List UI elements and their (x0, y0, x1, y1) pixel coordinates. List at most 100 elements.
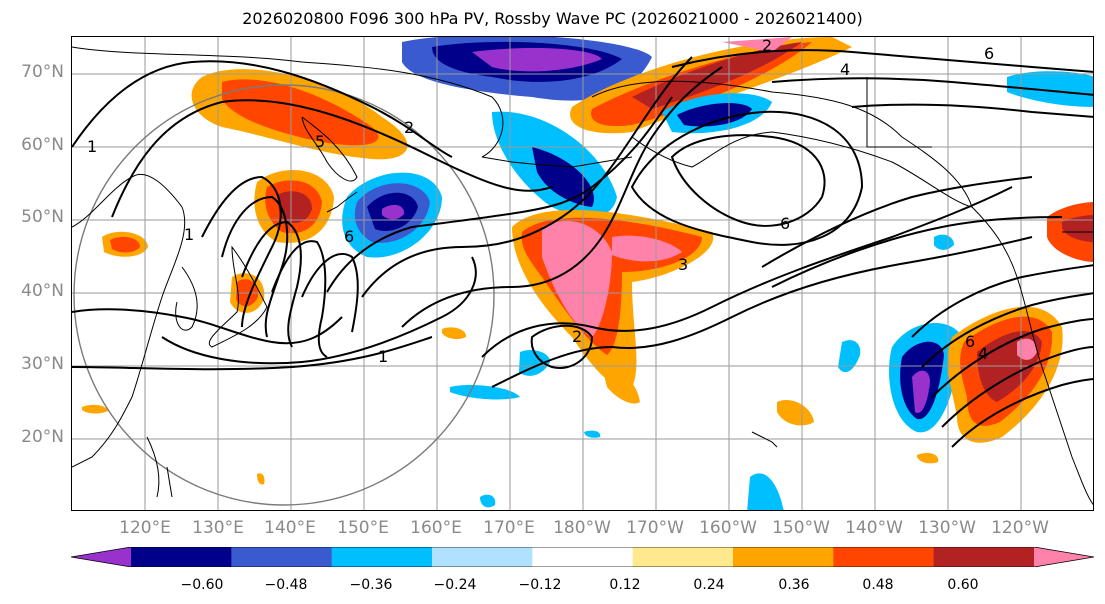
lon-label-170w: 170°W (626, 518, 684, 538)
anomaly-blob-positive (442, 327, 467, 340)
colorbar-tick-label: −0.60 (180, 577, 224, 593)
anomaly-blob-negative (532, 147, 594, 207)
colorbar-cell (231, 547, 333, 567)
colorbar-tick-label: −0.24 (433, 577, 477, 593)
contour-line (161, 256, 477, 365)
coastline-korea (175, 266, 198, 331)
contour-label: 5 (315, 132, 325, 151)
contour-line (401, 66, 723, 328)
colorbar-cell (632, 547, 734, 567)
anomaly-blob-positive (1062, 215, 1093, 242)
coastline-alaska (591, 80, 973, 208)
colorbar-cell (432, 547, 533, 567)
anomaly-blob-negative (472, 47, 602, 72)
lon-label-130e: 130°E (192, 518, 244, 538)
contour-line (951, 378, 1093, 448)
contour-line (271, 240, 328, 358)
contour-line (851, 103, 1093, 118)
lon-label-180w: 180°W (553, 518, 611, 538)
colorbar-tick-label: 0.60 (947, 577, 979, 593)
contour-line (241, 220, 302, 348)
pc-contours (72, 49, 1093, 448)
colorbar-cell (131, 547, 232, 567)
lon-label-170e: 170°E (483, 518, 535, 538)
colorbar (71, 547, 1094, 567)
region-circle (73, 84, 495, 506)
colorbar-extend-high (1034, 547, 1094, 567)
contour-label: 3 (678, 255, 688, 274)
contour-label: 4 (840, 60, 850, 79)
colorbar-tick-label: 0.36 (778, 577, 810, 593)
contour-label: 2 (572, 327, 582, 346)
anomaly-blob-negative (838, 340, 861, 373)
lon-label-120e: 120°E (119, 518, 171, 538)
anomaly-blob-positive (542, 221, 612, 337)
anomaly-blob-positive (110, 236, 140, 253)
contour-line (670, 134, 826, 227)
anomaly-blob-positive (82, 404, 108, 414)
contour-line (630, 110, 864, 246)
colorbar-cell (532, 547, 634, 567)
contour-label: 4 (978, 344, 988, 363)
anomaly-blob-positive (257, 473, 265, 485)
contour-label: 6 (965, 332, 975, 351)
contour-label: 6 (780, 214, 790, 233)
contour-line (771, 77, 1093, 96)
colorbar-cells (71, 547, 1094, 567)
colorbar-tick-label: −0.36 (349, 577, 393, 593)
anomaly-blob-negative (912, 370, 930, 413)
lon-label-140w: 140°W (845, 518, 903, 538)
coastline-canada-border (866, 77, 932, 148)
contour-line (931, 318, 1093, 398)
lat-label-30n: 30°N (21, 354, 64, 374)
contour-line (72, 60, 453, 158)
coastline-hawaii (751, 431, 778, 448)
contour-line (941, 346, 1093, 428)
coastline-kuril (326, 191, 358, 213)
contour-line (72, 336, 433, 371)
lat-label-70n: 70°N (21, 62, 64, 82)
anomaly-blob-positive (722, 37, 792, 52)
contour-line (911, 264, 1093, 338)
lat-label-40n: 40°N (21, 281, 64, 301)
contour-line (221, 195, 289, 338)
contour-line (111, 99, 553, 218)
anomaly-blob-negative (584, 430, 601, 438)
coastline-siberia (72, 46, 504, 158)
anomaly-blob-negative (934, 234, 954, 250)
contour-label: 2 (762, 37, 772, 55)
contour-label: 1 (184, 225, 194, 244)
colorbar-tick-label: 0.48 (862, 577, 894, 593)
lon-label-160w: 160°W (699, 518, 757, 538)
lon-label-150e: 150°E (337, 518, 389, 538)
colorbar-extend-low (71, 547, 131, 567)
pv-anomaly-shading (82, 37, 1093, 510)
anomaly-blob-positive (1017, 338, 1037, 360)
contour-label-group: 1 1 1 2 2 3 4 5 6 6 6 6 2 4 (87, 37, 994, 366)
contour-line (301, 252, 359, 333)
coastline-north-america (971, 206, 1093, 506)
colorbar-tick-label: −0.12 (518, 577, 562, 593)
anomaly-blob-negative (1007, 71, 1093, 107)
anomaly-blob-positive (917, 453, 939, 464)
contour-line (326, 96, 673, 293)
contour-line (771, 216, 1063, 288)
contour-label: 6 (984, 44, 994, 63)
contour-label: 6 (344, 227, 354, 246)
anomaly-blob-positive (612, 235, 682, 262)
anomaly-blob-positive (222, 79, 379, 146)
coastline-japan (209, 245, 268, 348)
lon-label-150w: 150°W (772, 518, 830, 538)
anomaly-blob-positive (777, 399, 814, 426)
plot-title: 2026020800 F096 300 hPa PV, Rossby Wave … (242, 9, 863, 28)
lat-label-20n: 20°N (21, 427, 64, 447)
coastline-philippines (146, 436, 173, 498)
anomaly-blob-negative (480, 494, 496, 508)
contour-line (761, 176, 1033, 268)
contour-line (481, 186, 1013, 358)
contour-line (72, 308, 343, 345)
map-panel: 1 1 1 2 2 3 4 5 6 6 6 6 2 4 (71, 36, 1094, 511)
contour-line (671, 49, 1093, 73)
lon-label-160e: 160°E (410, 518, 462, 538)
coastline-kamchatka (301, 116, 358, 182)
